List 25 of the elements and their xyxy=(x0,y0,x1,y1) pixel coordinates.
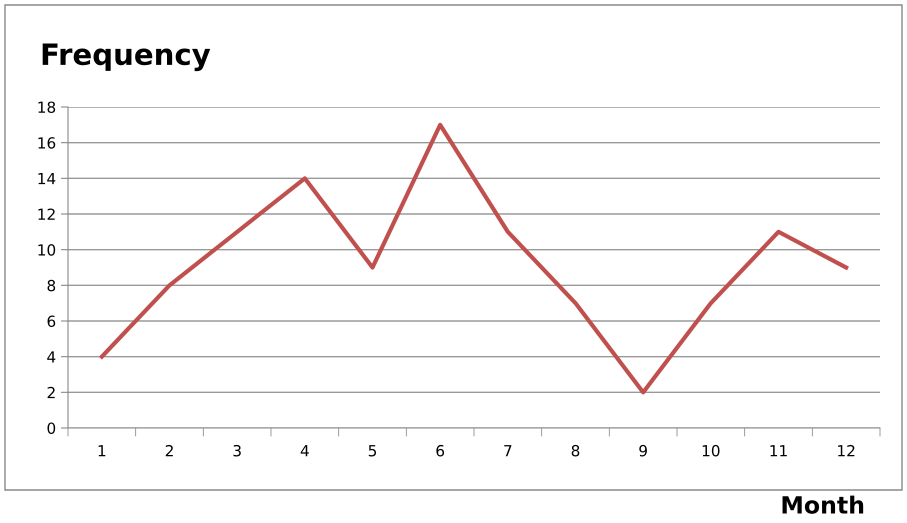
x-tick-label: 1 xyxy=(98,445,106,456)
x-axis-title: Month xyxy=(782,496,864,514)
x-tick-label: 9 xyxy=(639,444,647,456)
y-tick-label: 10 xyxy=(38,244,56,256)
x-tick-label: 5 xyxy=(368,445,376,456)
y-tick-label: 6 xyxy=(48,315,56,328)
y-tick-label: 18 xyxy=(38,101,56,114)
y-axis-title: Frequency xyxy=(42,44,210,72)
x-tick-label: 10 xyxy=(702,444,720,456)
x-tick-label: 3 xyxy=(233,444,241,456)
y-tick-label: 14 xyxy=(38,173,56,184)
x-tick-label: 6 xyxy=(436,444,444,456)
y-tick-label: 4 xyxy=(47,351,56,362)
x-tick-label: 7 xyxy=(504,445,512,456)
y-tick-label: 2 xyxy=(48,386,55,398)
y-tick-label: 16 xyxy=(38,137,56,149)
y-tick-label: 12 xyxy=(38,208,55,220)
x-tick-label: 4 xyxy=(300,445,309,456)
x-tick-label: 2 xyxy=(166,444,173,456)
y-tick-label: 0 xyxy=(47,422,56,434)
x-tick-label: 11 xyxy=(770,445,787,456)
y-tick-label: 8 xyxy=(48,280,56,292)
line-series xyxy=(100,122,848,394)
x-tick-label: 12 xyxy=(838,444,854,456)
x-tick-label: 8 xyxy=(572,444,580,456)
